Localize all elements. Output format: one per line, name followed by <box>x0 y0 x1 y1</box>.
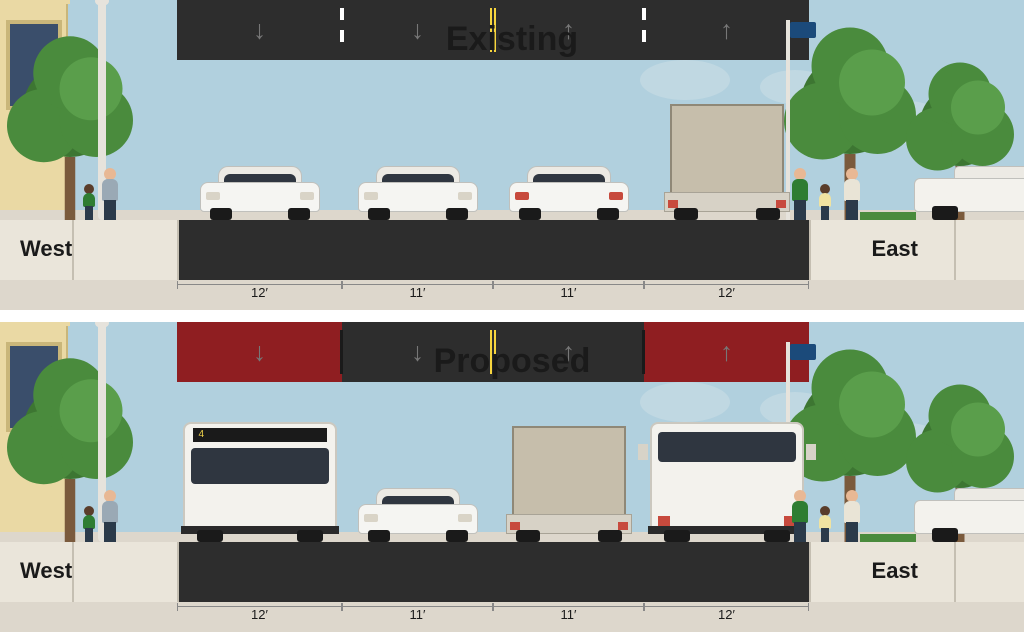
car-front <box>200 164 320 220</box>
lane-dimension: 11′ <box>493 284 644 304</box>
label-east: East <box>872 236 918 262</box>
parked-car <box>914 164 1024 220</box>
pedestrian-adult <box>100 490 120 542</box>
parked-car <box>914 486 1024 542</box>
label-west: West <box>20 558 72 584</box>
lane-dimension: 12′ <box>644 606 809 626</box>
lane-1: ↓ <box>177 322 342 382</box>
lane-arrow-down: ↓ <box>253 15 266 46</box>
car-front <box>358 486 478 542</box>
pedestrian-adult <box>790 168 810 220</box>
lane-divider-dashed <box>642 8 646 52</box>
planting-strip <box>860 534 916 542</box>
lane-dimension: 12′ <box>177 606 342 626</box>
lane-dimension: 11′ <box>342 606 493 626</box>
car-rear <box>509 164 629 220</box>
bus-front: 4 <box>183 422 337 542</box>
cross-section-existing: Existing↓12′↓11′↑11′↑12′WestEast <box>0 0 1024 310</box>
truck-rear <box>662 100 792 220</box>
lane-1: ↓ <box>177 0 342 60</box>
pedestrian-child <box>82 184 96 220</box>
pedestrian-adult <box>842 490 862 542</box>
pedestrian-child <box>82 506 96 542</box>
truck-rear <box>504 422 634 542</box>
panel-title: Proposed <box>434 342 591 381</box>
roadway <box>177 542 809 602</box>
lane-dimension: 11′ <box>342 284 493 304</box>
pedestrian-adult <box>790 490 810 542</box>
pedestrian-adult <box>100 168 120 220</box>
label-east: East <box>872 558 918 584</box>
lane-divider-solid <box>642 330 645 374</box>
lane-dimension: 12′ <box>177 284 342 304</box>
car-front <box>358 164 478 220</box>
bus-rear <box>650 422 804 542</box>
panel-title: Existing <box>446 20 578 59</box>
roadway <box>177 220 809 280</box>
pedestrian-adult <box>842 168 862 220</box>
cross-section-proposed: Proposed↓12′4↓11′↑11′↑12′WestEast <box>0 322 1024 632</box>
planting-strip <box>860 212 916 220</box>
lane-4: ↑ <box>644 322 809 382</box>
label-west: West <box>20 236 72 262</box>
lane-arrow-up: ↑ <box>720 15 733 46</box>
lane-arrow-up: ↑ <box>720 337 733 368</box>
lane-arrow-down: ↓ <box>411 15 424 46</box>
pedestrian-child <box>818 506 832 542</box>
lane-dimension: 11′ <box>493 606 644 626</box>
lane-divider-solid <box>340 330 343 374</box>
lane-arrow-down: ↓ <box>411 337 424 368</box>
lane-arrow-down: ↓ <box>253 337 266 368</box>
lane-dimension: 12′ <box>644 284 809 304</box>
lane-divider-dashed <box>340 8 344 52</box>
lane-4: ↑ <box>644 0 809 60</box>
pedestrian-child <box>818 184 832 220</box>
